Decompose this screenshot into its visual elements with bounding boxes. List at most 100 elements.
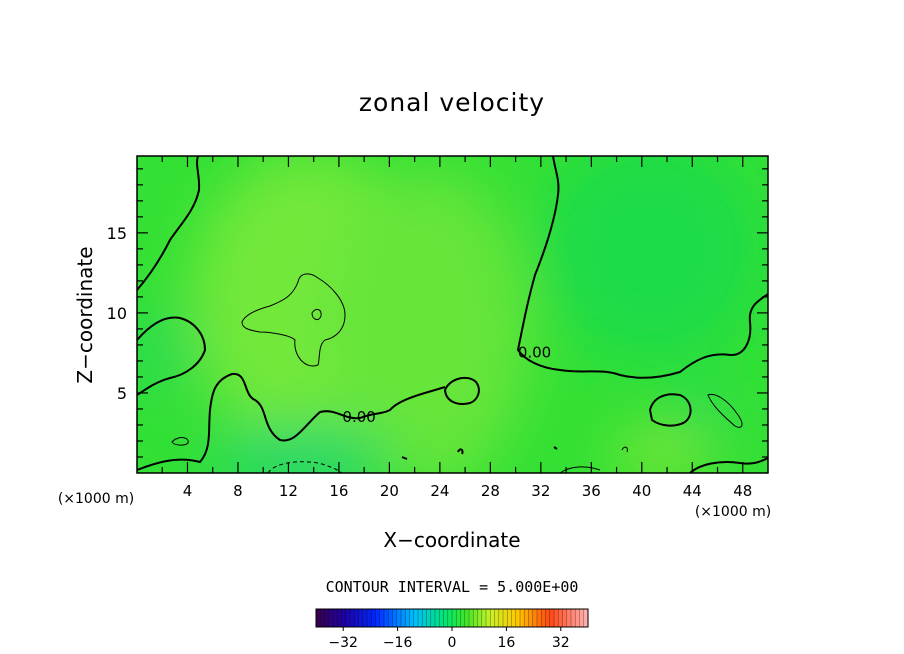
colorbar-cell	[545, 609, 551, 627]
x-tick-label: 44	[683, 482, 702, 500]
colorbar-cell	[316, 609, 321, 627]
x-tick-label: 40	[632, 482, 651, 500]
colorbar-tick-label: −32	[328, 635, 358, 651]
colorbar-cell	[579, 609, 585, 627]
colorbar-cell	[554, 609, 559, 627]
y-tick-label: 15	[107, 224, 127, 243]
heatmap-field	[137, 156, 768, 473]
x-tick-label: 36	[582, 482, 601, 500]
colorbar-cell	[388, 609, 394, 627]
colorbar-cell	[524, 609, 530, 627]
x-tick-label: 32	[531, 482, 550, 500]
colorbar-cell	[443, 609, 449, 627]
contour-speck-4	[621, 446, 628, 453]
contour-lines	[137, 156, 768, 473]
x-tick-label: 12	[279, 482, 298, 500]
colorbar-cell	[562, 609, 568, 627]
colorbar-cell	[490, 609, 496, 627]
colorbar-cell	[528, 609, 534, 627]
colorbar-cell	[541, 609, 547, 627]
contour-positive-small	[311, 308, 322, 321]
contour-labels: 0.00 0.00	[342, 344, 551, 426]
colorbar-cell	[405, 609, 411, 627]
colorbar-cell	[426, 609, 432, 627]
colorbar-cell	[401, 609, 406, 627]
colorbar-cell	[469, 609, 474, 627]
plot-frame	[136, 155, 769, 474]
x-axis-label: X−coordinate	[383, 528, 520, 552]
colorbar-cell	[396, 609, 402, 627]
contour-label: 0.00	[518, 344, 551, 362]
colorbar-cell	[558, 609, 564, 627]
colorbar-cell	[575, 609, 581, 627]
contour-speck-3	[553, 446, 558, 450]
colorbar-cell	[532, 609, 538, 627]
colorbar-cell	[549, 609, 555, 627]
colorbar-cell	[537, 609, 542, 627]
contour-zero-right	[516, 156, 768, 379]
colorbar-cell	[371, 609, 377, 627]
colorbar-cell	[413, 609, 419, 627]
colorbar-cell	[566, 609, 572, 627]
colorbar-cell	[511, 609, 517, 627]
colorbar-cell	[354, 609, 360, 627]
contour-zero-loop-42	[648, 393, 692, 427]
colorbar-cell	[328, 609, 334, 627]
x-tick-label: 48	[733, 482, 752, 500]
y-axis-label: Z−coordinate	[73, 246, 97, 383]
field-blobs	[137, 156, 760, 473]
colorbar-cell	[447, 609, 453, 627]
y-tick-label: 10	[107, 304, 127, 323]
colorbar-cell	[409, 609, 415, 627]
x-tick-label: 24	[430, 482, 449, 500]
contour-negative-dashed	[267, 461, 343, 473]
colorbar-cell	[384, 609, 389, 627]
colorbar-ticks: −32 −16 0 16 32	[328, 627, 570, 651]
colorbar-cell	[418, 609, 423, 627]
colorbar-cell	[422, 609, 428, 627]
y-axis-ticks: 5 10 15	[107, 168, 768, 458]
colorbar-cell	[350, 609, 355, 627]
contour-speck-1	[401, 456, 408, 460]
x-tick-label: 8	[233, 482, 243, 500]
colorbar-cell	[324, 609, 330, 627]
colorbar-cell	[435, 609, 440, 627]
contour-zero-left-mid	[137, 316, 207, 396]
colorbar-cell	[464, 609, 470, 627]
colorbar-cell	[507, 609, 513, 627]
colorbar-cell	[473, 609, 479, 627]
colorbar-cell	[392, 609, 398, 627]
colorbar-cell	[358, 609, 364, 627]
colorbar-tick-label: 32	[552, 635, 570, 651]
x-tick-label: 4	[183, 482, 193, 500]
contour-positive-left	[171, 437, 189, 446]
colorbar	[316, 609, 589, 627]
colorbar-cell	[375, 609, 381, 627]
x-tick-label: 28	[481, 482, 500, 500]
colorbar-cell	[367, 609, 372, 627]
x-tick-label: 20	[380, 482, 399, 500]
colorbar-cell	[430, 609, 436, 627]
colorbar-cell	[583, 609, 589, 627]
colorbar-cell	[515, 609, 521, 627]
x-axis-ticks: 4 8 12 16 20 24 28 32 36 40 44 48	[161, 156, 752, 500]
contour-bottom-wiggle	[559, 466, 601, 473]
colorbar-cell	[571, 609, 576, 627]
contour-positive-right	[707, 393, 743, 428]
contour-speck-2	[457, 448, 464, 455]
colorbar-cell	[333, 609, 338, 627]
colorbar-cell	[320, 609, 326, 627]
chart-title: zonal velocity	[358, 88, 546, 117]
colorbar-cell	[486, 609, 491, 627]
x-tick-label: 16	[329, 482, 348, 500]
colorbar-tick-label: −16	[383, 635, 413, 651]
colorbar-cell	[379, 609, 385, 627]
contour-interval-text: CONTOUR INTERVAL = 5.000E+00	[326, 578, 579, 596]
colorbar-cell	[498, 609, 504, 627]
contour-zero-left-upper	[137, 156, 201, 291]
colorbar-tick-label: 16	[497, 635, 515, 651]
colorbar-cell	[494, 609, 500, 627]
colorbar-cell	[460, 609, 466, 627]
colorbar-cell	[520, 609, 525, 627]
